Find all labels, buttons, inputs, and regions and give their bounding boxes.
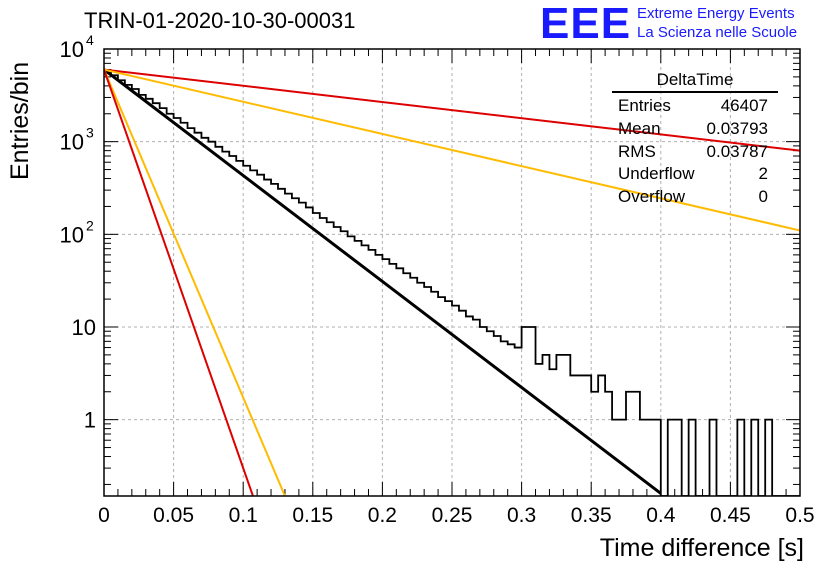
fit-line-2 bbox=[104, 68, 800, 232]
stats-row-overflow: Overflow 0 bbox=[612, 186, 778, 209]
stats-row-entries: Entries 46407 bbox=[612, 95, 778, 118]
y-tick-label: 1 bbox=[84, 408, 96, 433]
x-tick-label: 0.5 bbox=[785, 504, 814, 527]
stats-value: 0 bbox=[758, 187, 768, 207]
y-tick-exponent: 2 bbox=[86, 217, 94, 233]
stats-label: Mean bbox=[618, 118, 661, 138]
x-tick-label: 0.05 bbox=[153, 504, 194, 527]
x-axis-label: Time difference [s] bbox=[599, 534, 804, 562]
stats-row-mean: Mean 0.03793 bbox=[612, 118, 778, 141]
stats-label: RMS bbox=[618, 141, 656, 161]
stats-value: 0.03787 bbox=[706, 141, 768, 161]
y-tick-label: 10 bbox=[60, 222, 84, 247]
y-axis-label: Entries/bin bbox=[6, 61, 34, 180]
stats-value: 0.03793 bbox=[706, 118, 768, 138]
fit-line-3 bbox=[104, 69, 286, 496]
plot-frame bbox=[103, 48, 801, 497]
x-tick-label: 0.1 bbox=[229, 504, 258, 527]
y-tick-exponent: 3 bbox=[86, 125, 94, 141]
x-tick-label: 0.25 bbox=[432, 504, 473, 527]
x-tick-label: 0.3 bbox=[507, 504, 536, 527]
y-tick-label: 10 bbox=[60, 130, 84, 155]
y-tick-label: 10 bbox=[60, 37, 84, 62]
stats-label: Overflow bbox=[618, 187, 686, 207]
fit-line-4 bbox=[104, 69, 254, 496]
chart-title: TRIN-01-2020-10-30-00031 bbox=[84, 8, 356, 33]
x-tick-label: 0.4 bbox=[646, 504, 676, 527]
x-tick-label: 0.15 bbox=[292, 504, 333, 527]
x-tick-label: 0 bbox=[98, 504, 110, 527]
stats-label: Underflow bbox=[618, 164, 695, 184]
eee-logo: EEE bbox=[540, 0, 632, 48]
logo-line-2: La Scienza nelle Scuole bbox=[637, 24, 798, 41]
stats-value: 2 bbox=[758, 164, 768, 184]
stats-box: DeltaTime Entries 46407 Mean 0.03793 RMS… bbox=[612, 70, 778, 209]
logo-line-1: Extreme Energy Events bbox=[637, 5, 795, 22]
x-tick-label: 0.35 bbox=[571, 504, 612, 527]
logo-subtitle: Extreme Energy Events La Scienza nelle S… bbox=[637, 4, 797, 42]
x-tick-label: 0.45 bbox=[710, 504, 751, 527]
y-tick-label: 10 bbox=[72, 315, 96, 340]
stats-value: 46407 bbox=[720, 96, 768, 115]
fit-line-1 bbox=[104, 68, 800, 152]
stats-row-underflow: Underflow 2 bbox=[612, 163, 778, 186]
y-tick-exponent: 4 bbox=[86, 32, 94, 48]
stats-row-rms: RMS 0.03787 bbox=[612, 141, 778, 164]
stats-label: Entries bbox=[618, 96, 671, 115]
stats-title: DeltaTime bbox=[612, 70, 778, 93]
x-tick-label: 0.2 bbox=[368, 504, 397, 527]
histogram-series bbox=[104, 69, 800, 496]
fit-line-0 bbox=[104, 68, 662, 495]
